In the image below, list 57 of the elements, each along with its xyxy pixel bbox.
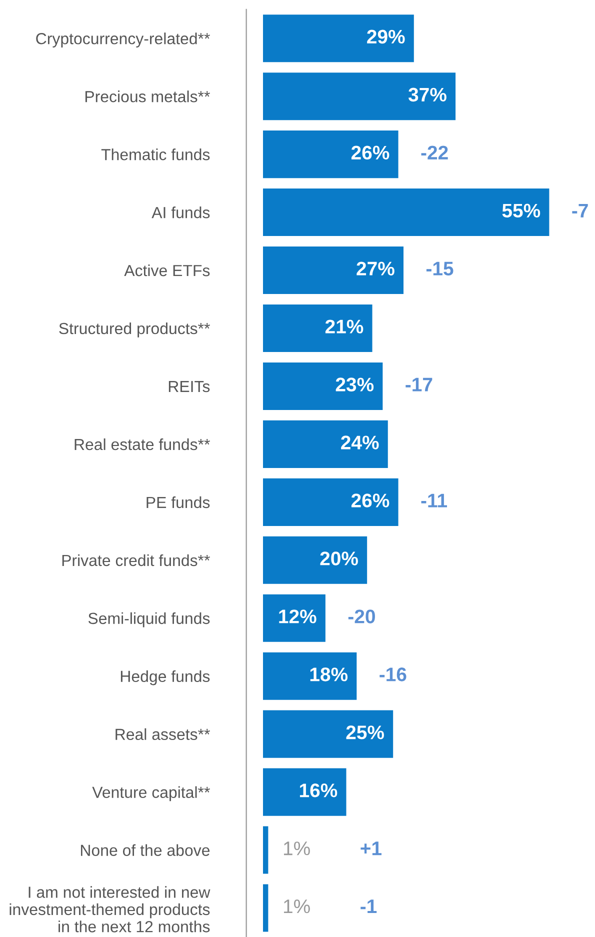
bar	[262, 72, 456, 120]
bar	[262, 246, 404, 294]
data-label: 12%	[279, 610, 316, 624]
y-tick-label: None of the above	[80, 844, 210, 856]
y-tick-label: Thematic funds	[101, 148, 210, 160]
y-tick-label: Cryptocurrency-related**	[36, 32, 210, 48]
y-tick-label: AI funds	[152, 206, 210, 218]
data-label: 55%	[502, 204, 540, 218]
bar	[262, 536, 368, 584]
data-label: 25%	[346, 726, 384, 740]
bar	[262, 362, 383, 410]
annotation: -1	[360, 900, 377, 914]
y-tick-label: Active ETFs	[124, 264, 210, 276]
annotation: -15	[426, 262, 454, 276]
y-tick-label: Structured products**	[59, 322, 210, 338]
bar	[262, 594, 326, 642]
bar	[262, 304, 372, 352]
bar	[262, 710, 394, 758]
y-tick-label: Real estate funds**	[74, 438, 210, 450]
data-label: 1%	[284, 842, 310, 856]
bar	[262, 130, 398, 178]
data-label: 16%	[300, 784, 338, 798]
data-label: 29%	[367, 30, 405, 44]
bar	[262, 826, 268, 874]
bar	[262, 420, 388, 468]
annotation: -16	[380, 668, 406, 682]
data-label: 27%	[356, 262, 394, 276]
bar	[262, 188, 550, 236]
annotation: +1	[360, 842, 382, 856]
bar	[262, 768, 346, 816]
data-label: 37%	[408, 88, 446, 102]
data-label: 24%	[341, 436, 379, 450]
bar	[262, 478, 398, 526]
y-tick-label: Precious metals**	[85, 90, 210, 102]
y-tick-label: Private credit funds**	[62, 554, 210, 566]
data-label: 1%	[284, 900, 310, 914]
y-tick-label: PE funds	[146, 496, 210, 508]
data-label: 20%	[320, 552, 358, 566]
data-label: 23%	[336, 378, 374, 392]
y-tick-label: Semi-liquid funds	[88, 612, 210, 628]
bar	[262, 652, 357, 700]
y-tick-label: REITs	[168, 381, 210, 392]
data-label: 26%	[351, 494, 390, 508]
data-label: 18%	[310, 668, 348, 682]
annotation: -22	[421, 146, 448, 160]
annotation: -17	[406, 378, 432, 392]
annotation: -7	[572, 204, 588, 218]
y-tick-label: Hedge funds	[120, 670, 210, 686]
y-tick-label: Real assets**	[116, 728, 210, 740]
data-label: 26%	[351, 146, 390, 160]
annotation: -20	[348, 610, 375, 624]
bar	[262, 884, 268, 932]
data-label: 21%	[325, 320, 364, 334]
y-tick-label: Venture capital**	[92, 786, 210, 802]
y-tick-label: I am not interested in new investment-themed products in the next 12 months	[10, 886, 210, 932]
bar	[262, 14, 414, 62]
annotation: -11	[421, 494, 448, 508]
